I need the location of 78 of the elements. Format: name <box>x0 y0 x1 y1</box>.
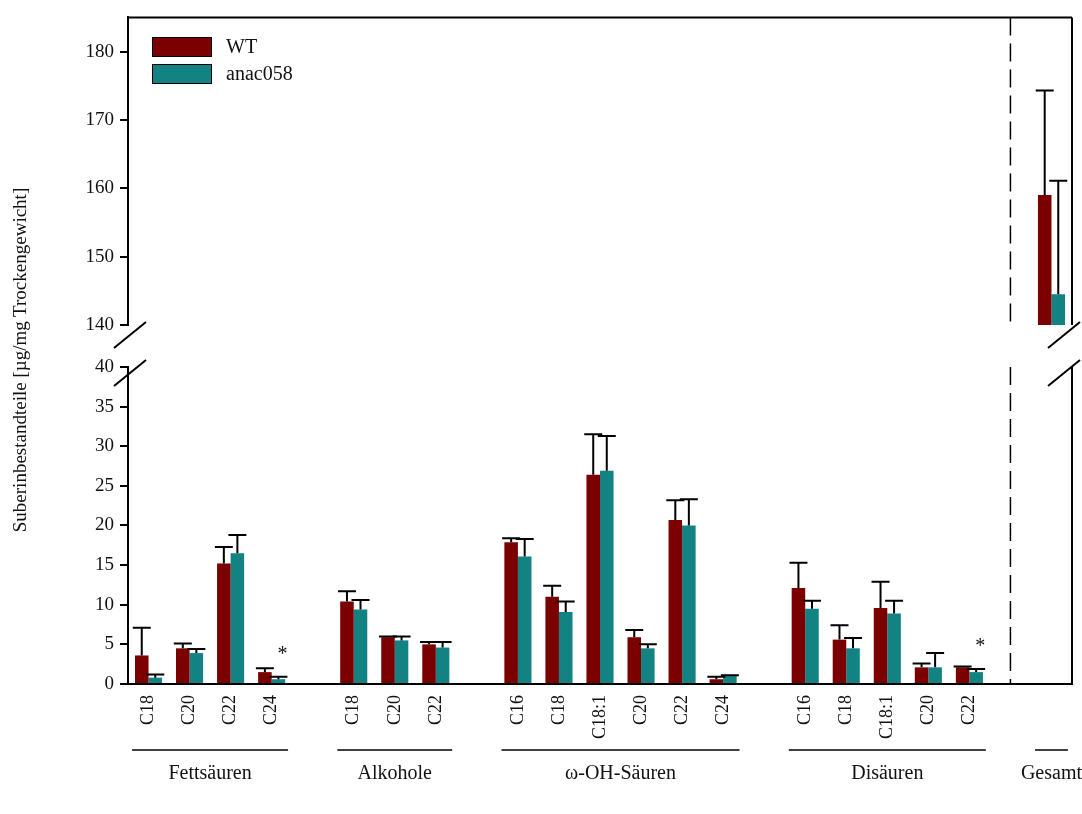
bar <box>641 648 655 683</box>
bar <box>340 601 354 683</box>
bar <box>955 667 970 683</box>
y-tick-label: 30 <box>95 434 114 456</box>
bar <box>928 667 942 683</box>
y-tick-label: 160 <box>85 176 114 198</box>
bar <box>517 556 532 683</box>
bar <box>435 647 450 683</box>
text: Alkohole <box>357 761 433 784</box>
x-tick-label: C20 <box>383 694 404 726</box>
bar <box>969 672 983 683</box>
bar <box>258 672 272 683</box>
bar <box>230 553 245 683</box>
y-tick-label: 25 <box>95 473 114 495</box>
y-axis-title: Suberinbestandteile [µg/mg Trockengewicht] <box>9 187 31 533</box>
bar <box>394 640 409 683</box>
bar <box>586 474 600 683</box>
x-tick-label: C20 <box>178 694 199 726</box>
data-label: * <box>975 634 986 657</box>
x-tick-label: C18 <box>137 694 158 726</box>
x-tick-label: C22 <box>958 694 979 726</box>
bar <box>271 679 286 683</box>
bar <box>353 609 368 683</box>
text: Fettsäuren <box>168 761 252 784</box>
bar <box>887 613 901 683</box>
bar <box>709 679 724 683</box>
x-tick-label: C20 <box>629 694 650 726</box>
y-tick-label: 150 <box>85 244 114 266</box>
text: Gesamt <box>1020 761 1082 784</box>
text: Disäuren <box>851 761 924 784</box>
x-tick-label: C22 <box>219 694 240 726</box>
y-tick-label: 35 <box>95 394 114 416</box>
x-tick-label: C18:1 <box>876 694 897 740</box>
x-tick-label: C16 <box>793 694 814 726</box>
bar <box>668 519 683 683</box>
x-tick-label: C16 <box>506 694 527 726</box>
y-tick-label: 0 <box>104 671 114 693</box>
y-tick-label: 40 <box>95 354 114 376</box>
bar <box>558 611 573 683</box>
bar <box>217 563 231 683</box>
bar <box>148 677 163 683</box>
bar <box>504 542 518 683</box>
bar <box>682 525 696 683</box>
y-tick-label: 10 <box>95 592 114 614</box>
x-tick-label: C24 <box>260 694 281 726</box>
y-tick-label: 15 <box>95 553 114 575</box>
x-tick-label: C22 <box>670 694 691 726</box>
x-tick-label: C24 <box>711 694 732 726</box>
y-tick-label: 140 <box>85 312 114 334</box>
x-tick-label: C20 <box>917 694 938 726</box>
x-tick-label: C22 <box>424 694 445 726</box>
x-tick-label: C18 <box>342 694 363 726</box>
y-tick-label: 170 <box>85 107 114 129</box>
bar <box>422 644 436 683</box>
x-tick-label: C18 <box>835 694 855 726</box>
y-tick-label: 20 <box>95 513 114 535</box>
bar <box>134 655 149 683</box>
bar <box>846 648 860 683</box>
x-tick-label: C18 <box>547 694 568 726</box>
bar <box>189 653 204 683</box>
bar <box>545 596 559 683</box>
bar <box>832 639 847 683</box>
bar <box>791 588 806 683</box>
bar <box>600 470 614 683</box>
x-tick-label: C18:1 <box>588 694 609 740</box>
bar <box>381 637 395 683</box>
data-label: * <box>277 642 288 665</box>
bar <box>723 676 737 683</box>
bar <box>627 637 642 683</box>
bar <box>176 648 190 683</box>
text: ω-OH-Säuren <box>565 761 676 784</box>
bar <box>914 667 929 683</box>
legend-label: anac058 <box>226 62 293 86</box>
y-tick-label: 180 <box>85 39 114 61</box>
bar <box>873 607 888 683</box>
bar <box>805 608 819 683</box>
y-tick-label: 5 <box>104 632 114 654</box>
legend-label: WT <box>226 35 258 59</box>
